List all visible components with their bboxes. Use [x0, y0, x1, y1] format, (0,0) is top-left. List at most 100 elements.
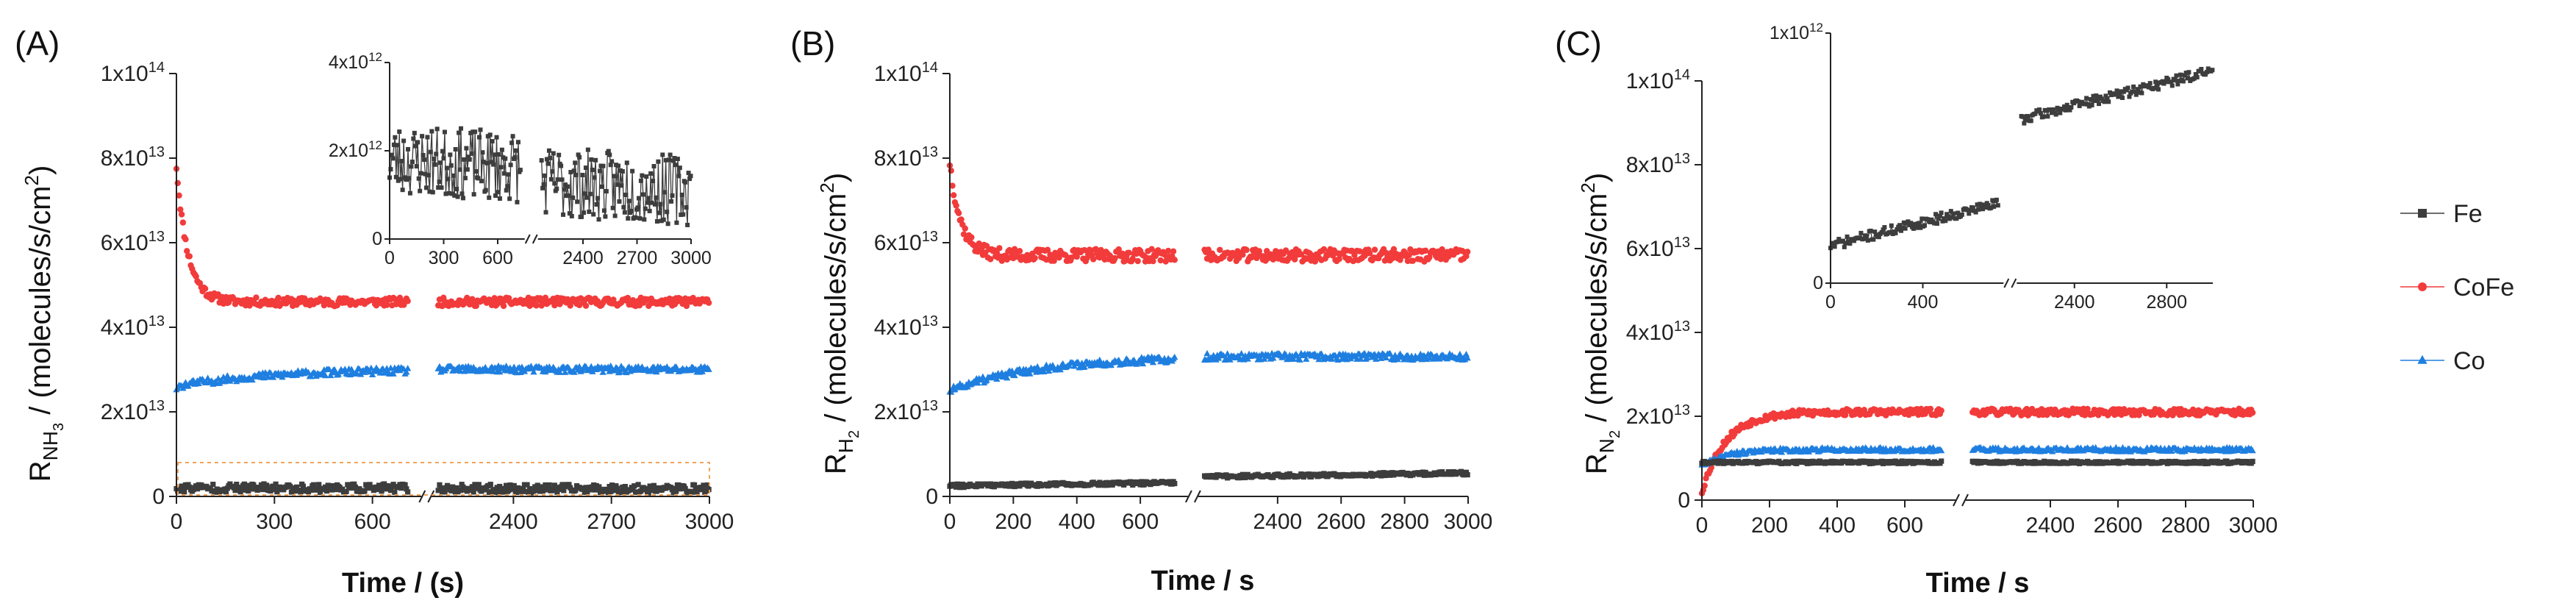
- inset-fe-point: [1922, 223, 1928, 228]
- co-point: [195, 379, 202, 387]
- fe-point: [682, 485, 688, 491]
- panel-a-y-axis-title: RNH3 / (molecules/s/cm2): [21, 165, 67, 482]
- fe-point: [298, 489, 304, 495]
- inset-fe-point: [620, 169, 625, 174]
- inset-fe-point: [1965, 207, 1970, 213]
- inset-fe-point: [1948, 209, 1953, 214]
- co-point: [357, 371, 365, 377]
- inset-fe-point: [593, 157, 598, 163]
- cofe-point: [2136, 412, 2142, 418]
- inset-fe-point: [1871, 237, 1876, 242]
- inset-fe-point: [2172, 78, 2178, 83]
- inset-fe-point: [665, 210, 670, 215]
- inset-fe-point: [2023, 118, 2028, 123]
- inset-fe-point: [2130, 89, 2135, 94]
- co-point: [576, 363, 583, 370]
- fe-point: [180, 485, 186, 491]
- inset-fe-point: [423, 185, 429, 190]
- inset-fe-point: [582, 191, 587, 196]
- inset-fe-point: [1845, 234, 1850, 239]
- inset-fe-point: [494, 135, 499, 140]
- inset-fe-point: [2146, 85, 2151, 90]
- fe-point: [207, 485, 213, 491]
- inset-fe-point: [2204, 70, 2209, 75]
- inset-fe-point: [2155, 87, 2161, 92]
- panel-b-y-axis-title: RH2 / (molecules/s/cm2): [816, 173, 862, 474]
- y-tick-label: 1x1014: [874, 60, 938, 86]
- inset-fe-point: [2067, 107, 2072, 113]
- inset-fe-point: [603, 214, 608, 219]
- inset-fe-point: [2127, 94, 2132, 99]
- inset-fe-point: [601, 208, 607, 213]
- inset-fe-point: [2155, 83, 2160, 88]
- inset-fe-point: [1893, 230, 1898, 235]
- fe-point: [323, 488, 330, 494]
- inset-fe-point: [681, 212, 686, 217]
- co-point: [2049, 448, 2056, 454]
- inset-fe-point: [2069, 104, 2074, 110]
- x-tick-label: 200: [1751, 513, 1788, 538]
- fe-point: [1464, 471, 1470, 478]
- fe-point: [526, 485, 533, 492]
- fe-point: [643, 487, 649, 493]
- panel-b: (B) 0 2x1013 4x1013 6x1013 8x1013 1x1014 0 200 4…: [790, 24, 1492, 596]
- inset-fe-point: [427, 189, 432, 194]
- inset-fe-point: [645, 200, 650, 205]
- axis-break-mark: [1961, 493, 1969, 507]
- inset-fe-point: [546, 148, 551, 153]
- fe-point: [704, 482, 710, 488]
- fe-point: [376, 482, 382, 488]
- inset-fe-point: [2186, 70, 2192, 75]
- cofe-point: [968, 234, 975, 240]
- cofe-point: [1371, 246, 1378, 253]
- inset-fe-point: [498, 165, 504, 170]
- inset-fe-point: [492, 152, 497, 157]
- inset-fe-point: [512, 155, 518, 160]
- inset-fe-point: [660, 152, 665, 157]
- inset-fe-point: [621, 204, 626, 210]
- inset-fe-point: [584, 195, 590, 200]
- inset-fe-point: [2183, 71, 2189, 76]
- inset-fe-point: [425, 135, 430, 140]
- inset-fe-point: [626, 215, 631, 221]
- inset-fe-point: [573, 160, 578, 165]
- inset-fe-point: [1933, 212, 1939, 217]
- y-tick-label: 4x1013: [1626, 318, 1690, 345]
- axis-break-mark: [427, 490, 435, 503]
- co-point: [1315, 355, 1323, 363]
- inset-fe-point: [2175, 82, 2180, 87]
- fe-point: [1141, 482, 1147, 488]
- inset-fe-point: [686, 171, 691, 176]
- axis-break-mark: [1185, 490, 1192, 503]
- cofe-point: [473, 302, 479, 310]
- inset-fe-point: [687, 177, 693, 182]
- inset-fe-point: [451, 173, 456, 178]
- inset-fe-point: [2026, 114, 2031, 119]
- cofe-point: [1701, 482, 1708, 489]
- co-point: [1238, 349, 1245, 357]
- inset-fe-point: [2199, 66, 2204, 71]
- inset-fe-point: [674, 220, 679, 225]
- cofe-point: [1439, 246, 1445, 253]
- inset-fe-point: [2119, 89, 2124, 94]
- inset-fe-point: [1897, 223, 1903, 228]
- cofe-point: [1366, 249, 1373, 257]
- panel-a-x-axis-title: Time / (s): [342, 568, 464, 599]
- fe-point: [471, 489, 476, 495]
- inset-fe-point: [2193, 72, 2198, 77]
- axis-break-mark: [1953, 493, 1960, 507]
- cofe-point: [537, 295, 544, 302]
- x-tick-label: 3000: [685, 510, 734, 534]
- co-point: [502, 362, 510, 369]
- inset-fe-point: [2088, 97, 2093, 102]
- inset-fe-point: [591, 212, 596, 217]
- inset-fe-point: [2083, 101, 2088, 107]
- x-tick-label: 3000: [1444, 510, 1493, 534]
- inset-fe-point: [510, 134, 515, 139]
- fe-point: [596, 484, 602, 490]
- inset-fe-point: [453, 147, 458, 152]
- inset-fe-point: [2045, 114, 2050, 119]
- inset-fe-point: [545, 161, 551, 166]
- inset-x-tick-label: 2800: [2146, 292, 2187, 313]
- inset-fe-point: [432, 156, 437, 161]
